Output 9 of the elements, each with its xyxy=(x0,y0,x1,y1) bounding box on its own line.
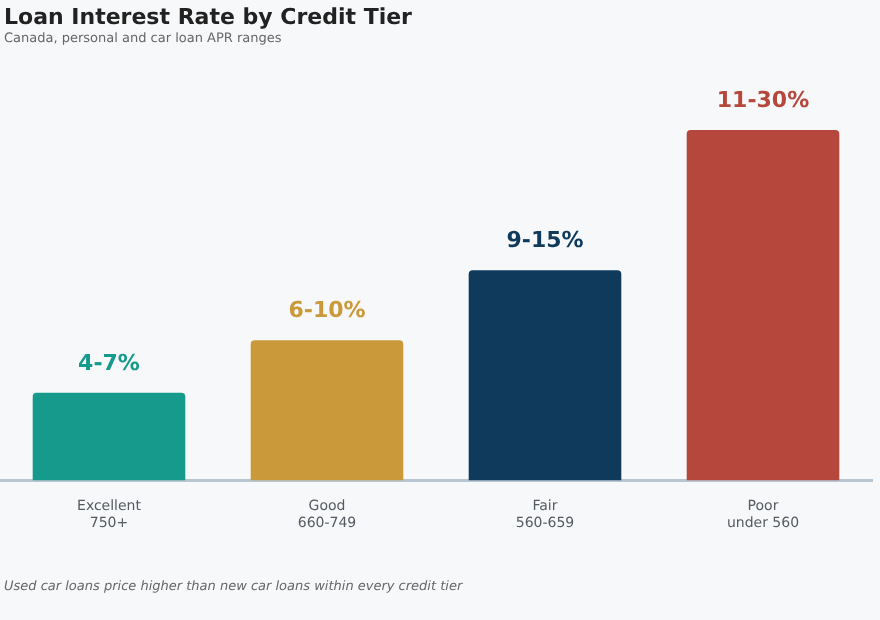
bar xyxy=(468,270,622,481)
annotation: 6-10% xyxy=(288,296,366,323)
annotation: 9-15% xyxy=(506,226,584,253)
bar xyxy=(250,340,404,481)
annotation: 4-7% xyxy=(78,349,140,376)
bar xyxy=(32,392,186,481)
bar xyxy=(686,130,840,481)
annotation: 11-30% xyxy=(716,86,810,113)
chart-title: Loan Interest Rate by Credit Tier xyxy=(4,4,412,30)
